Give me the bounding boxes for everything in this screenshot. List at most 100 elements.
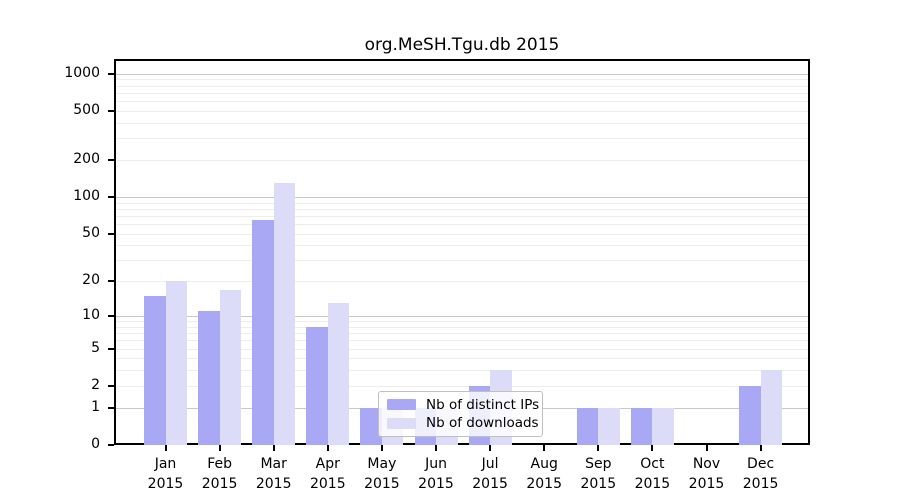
- x-tick-label: Jul 2015: [455, 454, 525, 494]
- bar-nb-of-distinct-ips: [630, 407, 653, 445]
- grid-minor-line: [116, 245, 808, 247]
- x-tick-month: May: [367, 456, 397, 472]
- grid-minor-line: [116, 202, 808, 204]
- grid-minor-line: [116, 370, 808, 372]
- x-tick-year: 2015: [255, 476, 292, 492]
- y-axis-tick: [108, 444, 114, 446]
- x-tick-label: Feb 2015: [185, 454, 255, 494]
- grid-minor-line: [116, 159, 808, 161]
- bar-nb-of-distinct-ips: [306, 326, 328, 445]
- x-tick-month: Jul: [481, 456, 499, 472]
- x-tick-month: Feb: [207, 456, 232, 472]
- x-tick-year: 2015: [742, 476, 779, 492]
- bar-nb-of-distinct-ips: [198, 311, 220, 445]
- bar-nb-of-distinct-ips: [252, 219, 274, 445]
- y-axis-tick: [108, 384, 114, 387]
- x-axis-tick: [326, 445, 329, 451]
- grid-minor-line: [116, 92, 808, 94]
- x-tick-label: Nov 2015: [672, 454, 742, 494]
- grid-minor-line: [116, 333, 808, 335]
- grid-minor-line: [116, 85, 808, 87]
- bar-nb-of-distinct-ips: [576, 407, 599, 445]
- legend-label: Nb of downloads: [426, 415, 539, 432]
- x-axis-tick: [489, 445, 492, 451]
- grid-minor-line: [116, 385, 808, 387]
- x-tick-year: 2015: [526, 476, 562, 492]
- x-tick-month: Aug: [530, 456, 558, 472]
- chart-title: org.MeSH.Tgu.db 2015: [364, 35, 560, 55]
- x-axis-tick: [164, 445, 167, 451]
- x-tick-month: Jun: [425, 456, 447, 472]
- x-tick-label: Jan 2015: [131, 454, 201, 494]
- x-tick-year: 2015: [309, 476, 346, 492]
- x-tick-label: Dec 2015: [726, 454, 796, 494]
- grid-minor-line: [116, 101, 808, 103]
- y-tick-label: 50: [82, 224, 100, 241]
- grid-major-line: [116, 316, 808, 318]
- y-axis-tick: [108, 72, 114, 75]
- x-axis-tick: [597, 445, 600, 451]
- grid-major-line: [116, 73, 808, 75]
- y-tick-label: 200: [73, 150, 100, 167]
- grid-minor-line: [116, 340, 808, 342]
- grid-minor-line: [116, 224, 808, 226]
- x-axis-tick: [705, 445, 708, 451]
- y-axis-tick: [108, 109, 114, 112]
- grid-minor-line: [116, 110, 808, 112]
- y-tick-label: 2: [91, 376, 100, 393]
- y-axis-tick: [108, 347, 114, 350]
- x-tick-year: 2015: [364, 476, 400, 492]
- y-axis-tick: [108, 406, 114, 409]
- y-axis-tick: [108, 315, 114, 318]
- x-tick-month: Nov: [692, 456, 721, 472]
- x-tick-label: Mar 2015: [239, 454, 309, 494]
- x-tick-label: May 2015: [347, 454, 417, 494]
- x-axis-tick: [272, 445, 275, 451]
- x-tick-month: Mar: [260, 456, 287, 472]
- x-tick-label: Oct 2015: [617, 454, 687, 494]
- x-axis-tick: [759, 445, 762, 451]
- x-axis-tick: [651, 445, 654, 451]
- grid-minor-line: [116, 233, 808, 235]
- x-tick-year: 2015: [580, 476, 617, 492]
- x-tick-year: 2015: [688, 476, 725, 492]
- x-tick-label: Jun 2015: [401, 454, 471, 494]
- bar-nb-of-distinct-ips: [360, 407, 382, 445]
- grid-minor-line: [116, 208, 808, 210]
- x-tick-label: Apr 2015: [293, 454, 363, 494]
- x-tick-month: Sep: [585, 456, 612, 472]
- x-tick-label: Aug 2015: [509, 454, 579, 494]
- y-tick-label: 10: [82, 307, 100, 324]
- bar-nb-of-downloads: [219, 289, 242, 445]
- grid-minor-line: [116, 79, 808, 81]
- x-axis-tick: [543, 445, 546, 451]
- y-tick-label: 5: [91, 339, 100, 356]
- x-tick-year: 2015: [418, 476, 454, 492]
- y-tick-label: 0: [91, 436, 100, 452]
- grid-minor-line: [116, 358, 808, 360]
- y-tick-label: 100: [73, 187, 100, 204]
- bar-nb-of-distinct-ips: [739, 385, 761, 445]
- x-axis-tick: [218, 445, 221, 451]
- y-tick-label: 20: [82, 272, 100, 289]
- grid-major-line: [116, 196, 808, 198]
- distinct-ips-swatch-icon: [387, 399, 416, 411]
- grid-minor-line: [116, 281, 808, 283]
- x-tick-year: 2015: [201, 476, 238, 492]
- bar-nb-of-downloads: [165, 281, 187, 445]
- x-tick-month: Apr: [315, 456, 340, 472]
- y-axis-tick: [108, 280, 114, 283]
- legend: Nb of distinct IPs Nb of downloads: [378, 391, 543, 437]
- grid-minor-line: [116, 138, 808, 140]
- grid-minor-line: [116, 321, 808, 323]
- legend-label: Nb of distinct IPs: [426, 396, 540, 413]
- x-tick-year: 2015: [472, 476, 508, 492]
- bar-nb-of-downloads: [760, 370, 783, 445]
- bar-nb-of-downloads: [598, 407, 620, 445]
- bar-nb-of-downloads: [327, 303, 350, 445]
- bar-nb-of-downloads: [273, 182, 296, 445]
- legend-item-downloads: Nb of downloads: [387, 415, 539, 431]
- grid-minor-line: [116, 260, 808, 262]
- legend-item-distinct-ips: Nb of distinct IPs: [387, 397, 539, 413]
